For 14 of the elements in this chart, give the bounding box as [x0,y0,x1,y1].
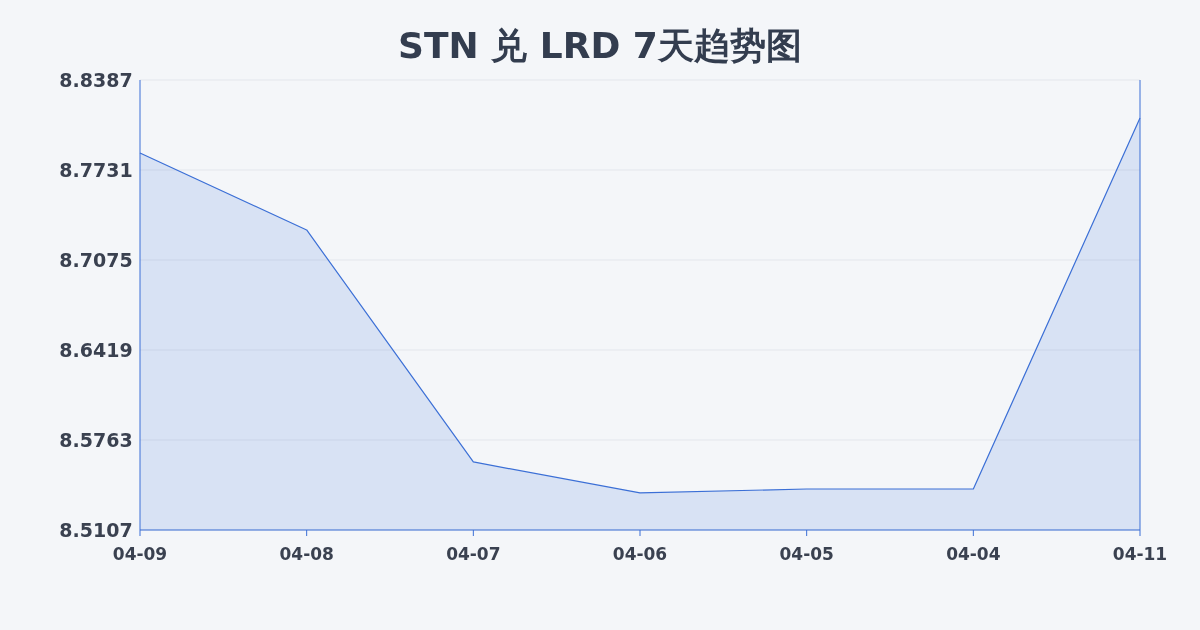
chart-title: STN 兑 LRD 7天趋势图 [398,25,802,66]
x-tick-label: 04-04 [946,544,1001,564]
x-tick-label: 04-11 [1112,544,1168,564]
x-tick-label: 04-08 [279,544,334,564]
y-tick-label: 8.7075 [59,249,133,271]
y-tick-label: 8.5763 [59,429,133,451]
y-tick-label: 8.5107 [59,519,133,541]
x-tick-label: 04-09 [112,544,168,564]
x-tick-label: 04-05 [779,544,834,564]
y-tick-label: 8.6419 [59,339,133,361]
x-tick-label: 04-06 [612,544,668,564]
y-tick-label: 8.7731 [59,159,133,181]
x-tick-label: 04-07 [446,544,501,564]
y-tick-label: 8.8387 [59,69,133,91]
